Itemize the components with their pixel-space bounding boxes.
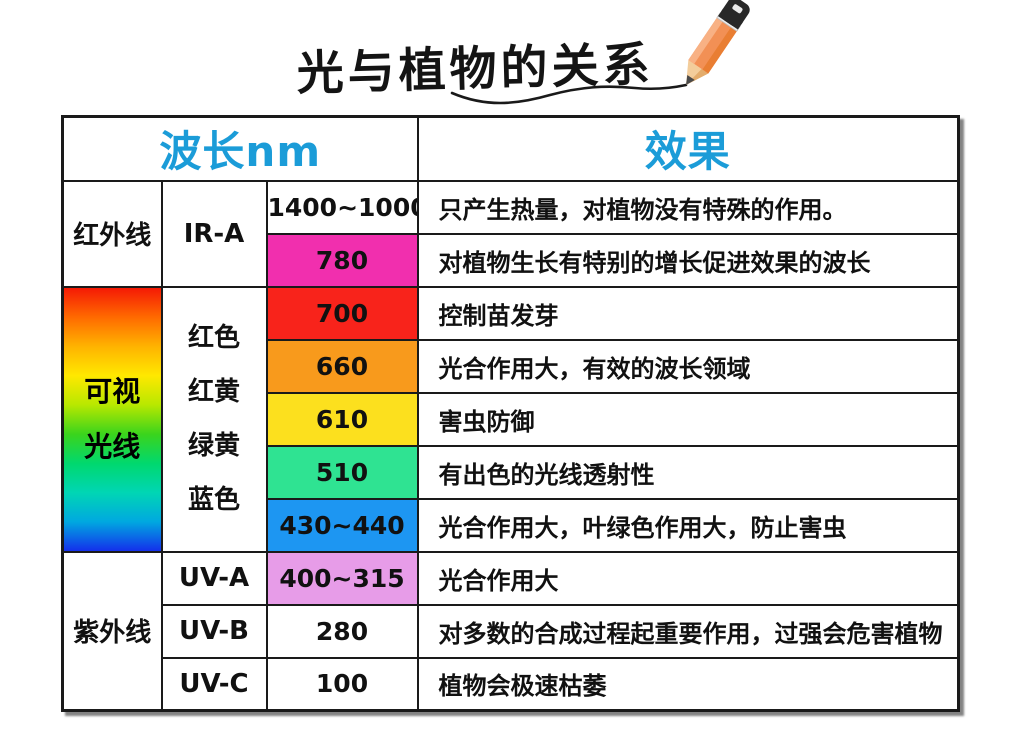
wavelength-cell: 610 bbox=[265, 391, 419, 447]
band-red-label: 红色 bbox=[187, 323, 240, 353]
band-ir-a: IR-A bbox=[160, 179, 268, 288]
wavelength-header: 波长nm bbox=[61, 115, 419, 182]
band-uv-b: UV-B bbox=[160, 603, 268, 659]
table-row: 510 有出色的光线透射性 bbox=[63, 444, 960, 500]
table-row: 可视 光线 红色 红黄 绿黄 蓝色 700 控制苗发芽 bbox=[61, 285, 960, 553]
group-visible-light-label: 可视 bbox=[84, 375, 141, 408]
wavelength-cell: 780 bbox=[265, 232, 419, 288]
effect-cell: 只产生热量，对植物没有特殊的作用。 bbox=[416, 179, 960, 235]
wavelength-cell: 400~315 bbox=[265, 550, 419, 606]
band-blue-label: 蓝色 bbox=[187, 485, 240, 515]
table-row: 610 害虫防御 bbox=[63, 391, 960, 447]
pencil-icon bbox=[686, 0, 750, 85]
wavelength-cell: 510 bbox=[265, 444, 419, 500]
effect-cell: 光合作用大，叶绿色作用大，防止害虫 bbox=[416, 497, 960, 553]
effect-cell: 光合作用大，有效的波长领域 bbox=[416, 338, 960, 394]
effect-cell: 对植物生长有特别的增长促进效果的波长 bbox=[416, 232, 960, 288]
squiggle-line bbox=[450, 83, 688, 105]
group-visible-light: 可视 光线 bbox=[61, 285, 163, 553]
effect-cell: 对多数的合成过程起重要作用，过强会危害植物 bbox=[416, 603, 960, 659]
table-row: UV-B 280 对多数的合成过程起重要作用，过强会危害植物 bbox=[63, 603, 960, 659]
band-uv-a: UV-A bbox=[160, 550, 268, 606]
effect-cell: 控制苗发芽 bbox=[416, 285, 960, 341]
wavelength-cell: 700 bbox=[265, 285, 419, 341]
band-visible-colors: 红色 红黄 绿黄 蓝色 bbox=[160, 285, 268, 553]
wavelength-cell: 660 bbox=[265, 338, 419, 394]
effect-cell: 有出色的光线透射性 bbox=[416, 444, 960, 500]
group-infrared: 红外线 bbox=[61, 179, 163, 288]
table-row: 780 对植物生长有特别的增长促进效果的波长 bbox=[63, 232, 960, 288]
effect-cell: 植物会极速枯萎 bbox=[416, 656, 960, 712]
table-row: UV-C 100 植物会极速枯萎 bbox=[63, 656, 960, 712]
table-row: 红外线 IR-A 1400~1000 只产生热量，对植物没有特殊的作用。 bbox=[61, 179, 960, 288]
table-row: 660 光合作用大，有效的波长领域 bbox=[63, 338, 960, 394]
wavelength-cell: 100 bbox=[265, 656, 419, 712]
header-row: 波长nm 效果 bbox=[61, 115, 960, 182]
band-red-yellow-label: 红黄 bbox=[187, 377, 240, 407]
table-row: 430~440 光合作用大，叶绿色作用大，防止害虫 bbox=[63, 497, 960, 553]
effect-cell: 害虫防御 bbox=[416, 391, 960, 447]
wavelength-cell: 430~440 bbox=[265, 497, 419, 553]
table-row: 紫外线 UV-A 400~315 光合作用大 bbox=[61, 550, 960, 712]
wavelength-effect-table: 波长nm 效果 红外线 IR-A 1400~1000 只产生热量，对植物没有特殊… bbox=[61, 115, 961, 712]
band-uv-c: UV-C bbox=[160, 656, 268, 712]
wavelength-cell: 280 bbox=[265, 603, 419, 659]
effect-header: 效果 bbox=[416, 115, 960, 182]
group-ultraviolet: 紫外线 bbox=[61, 550, 163, 712]
title-art bbox=[450, 0, 750, 105]
group-visible-light-label: 光线 bbox=[84, 430, 141, 463]
effect-cell: 光合作用大 bbox=[416, 550, 960, 606]
band-green-yellow-label: 绿黄 bbox=[187, 431, 240, 461]
wavelength-cell: 1400~1000 bbox=[265, 179, 419, 235]
